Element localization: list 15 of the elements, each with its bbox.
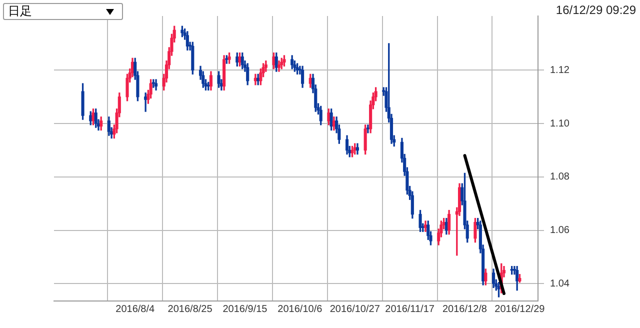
dropdown: 日足 — [3, 3, 123, 20]
text: 16/12/29 09:29 — [556, 3, 636, 17]
y-tick-label: 1.10 — [550, 118, 570, 130]
x-tick-label: 2016/12/8 — [442, 304, 488, 315]
x-tick-label: 2016/8/4 — [116, 304, 155, 315]
x-tick-label: 2016/11/17 — [385, 304, 435, 315]
y-tick-label: 1.08 — [550, 172, 570, 183]
x-tick-label: 2016/8/25 — [168, 304, 213, 315]
y-tick-label: 1.12 — [550, 64, 570, 76]
y-tick-label: 1.04 — [550, 278, 570, 290]
y-tick-label: 1.06 — [550, 225, 570, 236]
x-tick-label: 2016/12/29 — [494, 304, 546, 315]
x-tick-label: 2016/10/27 — [330, 304, 380, 315]
x-tick-label: 2016/9/15 — [222, 304, 268, 315]
x-tick-label: 2016/10/6 — [278, 304, 323, 315]
